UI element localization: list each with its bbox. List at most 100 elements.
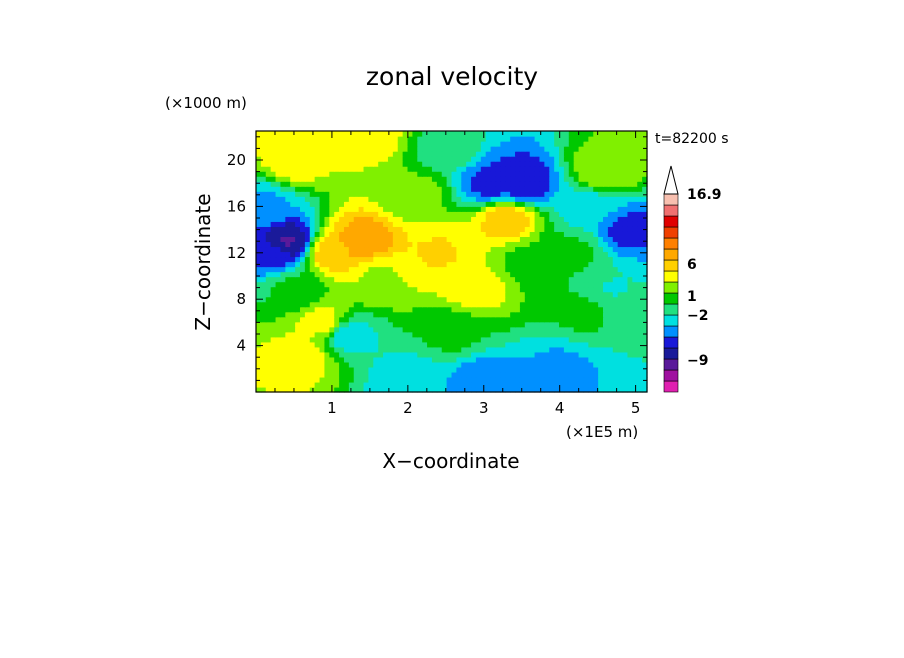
heatmap-cell: [456, 346, 462, 353]
heatmap-cell: [295, 261, 301, 268]
heatmap-cell: [573, 241, 580, 248]
heatmap-cell: [549, 186, 555, 192]
heatmap-cell: [500, 236, 506, 243]
heatmap-cell: [309, 151, 316, 157]
heatmap-cell: [407, 276, 413, 283]
heatmap-cell: [554, 261, 560, 268]
heatmap-cell: [358, 246, 365, 253]
heatmap-cell: [407, 231, 413, 237]
heatmap-cell: [622, 276, 629, 283]
heatmap-cell: [598, 306, 604, 313]
heatmap-cell: [402, 296, 409, 303]
heatmap-cell: [529, 201, 536, 207]
heatmap-cell: [461, 226, 467, 232]
heatmap-cell: [490, 211, 497, 217]
heatmap-cell: [295, 326, 301, 333]
heatmap-cell: [402, 236, 409, 243]
heatmap-cell: [402, 151, 409, 157]
heatmap-cell: [256, 316, 262, 323]
heatmap-cell: [280, 241, 286, 248]
heatmap-cell: [490, 331, 497, 338]
heatmap-cell: [456, 281, 462, 288]
heatmap-cell: [519, 381, 526, 388]
heatmap-cell: [500, 256, 506, 263]
heatmap-cell: [500, 151, 506, 157]
heatmap-cell: [353, 291, 360, 298]
heatmap-cell: [397, 371, 404, 378]
heatmap-cell: [485, 261, 492, 268]
heatmap-cell: [578, 131, 585, 137]
heatmap-cell: [422, 276, 428, 283]
heatmap-cell: [339, 331, 345, 338]
heatmap-cell: [456, 311, 462, 318]
heatmap-cell: [299, 171, 306, 177]
heatmap-cell: [471, 146, 477, 152]
heatmap-cell: [539, 386, 545, 393]
heatmap-cell: [490, 191, 497, 197]
heatmap-cell: [314, 241, 321, 248]
heatmap-cell: [441, 166, 448, 172]
heatmap-cell: [436, 346, 443, 353]
heatmap-cell: [436, 381, 443, 388]
heatmap-cell: [387, 226, 394, 232]
heatmap-cell: [260, 136, 267, 142]
heatmap-cell: [573, 356, 580, 363]
heatmap-cell: [622, 221, 629, 227]
heatmap-cell: [500, 206, 506, 212]
heatmap-cell: [519, 261, 526, 268]
heatmap-cell: [588, 346, 594, 353]
heatmap-cell: [446, 341, 453, 348]
heatmap-cell: [270, 356, 277, 363]
heatmap-cell: [451, 386, 457, 393]
heatmap-cell: [500, 336, 506, 343]
heatmap-cell: [578, 341, 585, 348]
heatmap-cell: [417, 291, 423, 298]
heatmap-cell: [461, 241, 467, 248]
heatmap-cell: [490, 141, 497, 147]
heatmap-cell: [368, 161, 374, 167]
heatmap-cell: [319, 266, 326, 273]
heatmap-cell: [466, 321, 472, 328]
heatmap-cell: [510, 161, 516, 167]
heatmap-cell: [559, 356, 565, 363]
heatmap-cell: [265, 141, 272, 147]
heatmap-cell: [387, 366, 394, 373]
heatmap-cell: [383, 316, 389, 323]
heatmap-cell: [578, 376, 585, 383]
heatmap-cell: [519, 221, 526, 227]
heatmap-cell: [446, 281, 453, 288]
heatmap-cell: [578, 166, 585, 172]
heatmap-cell: [544, 246, 550, 253]
heatmap-cell: [299, 361, 306, 368]
heatmap-cell: [295, 231, 301, 237]
heatmap-cell: [392, 191, 399, 197]
heatmap-cell: [260, 256, 267, 263]
heatmap-cell: [304, 381, 311, 388]
heatmap-cell: [431, 296, 438, 303]
heatmap-cell: [490, 236, 497, 243]
heatmap-cell: [280, 191, 286, 197]
heatmap-cell: [363, 331, 370, 338]
heatmap-cell: [495, 306, 501, 313]
heatmap-cell: [549, 366, 555, 373]
heatmap-cell: [632, 226, 638, 232]
heatmap-cell: [573, 216, 580, 222]
heatmap-cell: [490, 366, 497, 373]
heatmap-cell: [295, 196, 301, 202]
heatmap-cell: [471, 191, 477, 197]
heatmap-cell: [573, 246, 580, 253]
heatmap-cell: [588, 176, 594, 182]
heatmap-cell: [451, 376, 457, 383]
heatmap-cell: [583, 186, 589, 192]
heatmap-cell: [343, 201, 350, 207]
heatmap-cell: [339, 366, 345, 373]
heatmap-cell: [353, 296, 360, 303]
heatmap-cell: [427, 176, 433, 182]
heatmap-cell: [637, 171, 643, 177]
heatmap-cell: [627, 141, 633, 147]
heatmap-cell: [407, 331, 413, 338]
heatmap-cell: [510, 361, 516, 368]
heatmap-cell: [290, 236, 296, 243]
heatmap-cell: [422, 386, 428, 393]
heatmap-cell: [343, 366, 350, 373]
